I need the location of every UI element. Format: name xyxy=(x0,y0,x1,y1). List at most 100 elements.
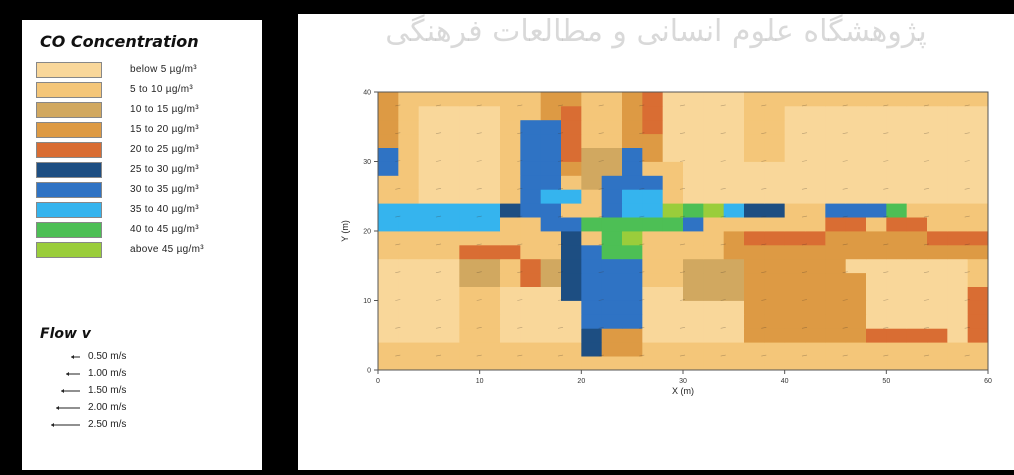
flow-vector xyxy=(964,354,970,357)
heatmap-cell xyxy=(520,203,542,218)
heatmap-cell xyxy=(805,300,826,315)
heatmap-cell xyxy=(723,161,745,176)
flow-vector xyxy=(476,299,482,301)
heatmap-cell xyxy=(561,161,582,176)
heatmap-cell xyxy=(500,258,521,274)
heatmap-cell xyxy=(561,189,582,204)
heatmap-cell xyxy=(540,328,562,343)
heatmap-cell xyxy=(662,244,684,260)
heatmap-cell xyxy=(866,189,887,204)
heatmap-cell xyxy=(683,231,704,246)
heatmap-cell xyxy=(967,272,989,287)
flow-vector xyxy=(883,188,889,190)
heatmap-cell xyxy=(967,133,989,148)
heatmap-cell xyxy=(723,119,745,135)
heatmap-cell xyxy=(866,147,887,162)
heatmap-cell xyxy=(906,147,928,162)
heatmap-cell xyxy=(662,300,684,315)
heatmap-cell xyxy=(703,189,725,204)
heatmap-cell xyxy=(683,328,704,343)
heatmap-cell xyxy=(866,328,887,343)
flow-vector xyxy=(883,299,889,301)
heatmap-cell xyxy=(744,203,765,218)
heatmap-cell xyxy=(866,133,887,148)
flow-vector xyxy=(761,132,767,134)
flow-vector xyxy=(395,354,401,357)
heatmap-cell xyxy=(642,92,664,107)
heatmap-cell xyxy=(866,231,887,246)
flow-vector xyxy=(842,327,848,329)
heatmap-cell xyxy=(825,119,847,135)
heatmap-cell xyxy=(642,203,664,218)
heatmap-cell xyxy=(886,272,908,287)
flow-vector xyxy=(476,188,482,190)
heatmap-cell xyxy=(723,314,745,329)
flow-vector xyxy=(720,132,726,134)
flow-vector xyxy=(964,271,970,273)
heatmap-cell xyxy=(967,189,989,204)
y-tick-label: 30 xyxy=(363,159,371,166)
heatmap-cell xyxy=(601,105,623,121)
flow-vector xyxy=(557,188,564,190)
heatmap-cell xyxy=(683,300,704,315)
flow-vector xyxy=(557,104,564,107)
heatmap-cell xyxy=(459,286,481,301)
heatmap-cell xyxy=(622,119,643,135)
flow-vector xyxy=(435,215,442,218)
flow-legend-entry: 2.00 m/s xyxy=(44,401,254,417)
heatmap-cell xyxy=(439,314,460,329)
heatmap-cell xyxy=(642,258,664,274)
flow-vector xyxy=(883,271,889,273)
heatmap-cell xyxy=(439,147,460,162)
heatmap-cell xyxy=(439,328,460,343)
flow-vector xyxy=(761,104,767,107)
flow-legend-label: 1.00 m/s xyxy=(88,368,127,379)
heatmap-cell xyxy=(683,342,704,357)
flow-vector xyxy=(923,104,930,107)
heatmap-cell xyxy=(540,161,562,176)
heatmap-cell xyxy=(866,203,887,218)
heatmap-cell xyxy=(662,175,684,190)
heatmap-cell xyxy=(642,189,664,204)
heatmap-cell xyxy=(947,217,969,232)
flow-vector xyxy=(476,215,482,218)
heatmap-cell xyxy=(459,231,481,246)
heatmap-cell xyxy=(866,300,887,315)
heatmap-cell xyxy=(500,203,521,218)
heatmap-cell xyxy=(500,119,521,135)
heatmap-cell xyxy=(703,175,725,190)
heatmap-cell xyxy=(927,175,948,190)
heatmap-cell xyxy=(947,272,969,287)
heatmap-cell xyxy=(744,314,765,329)
heatmap-cell xyxy=(906,217,928,232)
heatmap-cell xyxy=(967,286,989,301)
heatmap-cell xyxy=(642,356,664,371)
flow-vector xyxy=(598,354,604,357)
legend-entry-label: 5 to 10 µg/m³ xyxy=(130,84,194,95)
heatmap-cell xyxy=(540,300,562,315)
y-tick-label: 0 xyxy=(367,368,371,375)
heatmap-cell xyxy=(805,258,826,274)
heatmap-cell xyxy=(418,356,440,371)
heatmap-cell xyxy=(886,286,908,301)
heatmap-cell xyxy=(418,203,440,218)
flow-vector xyxy=(598,299,604,301)
flow-vector xyxy=(557,271,564,273)
heatmap-cell xyxy=(500,286,521,301)
heatmap-cell xyxy=(967,328,989,343)
heatmap-cell xyxy=(723,189,745,204)
heatmap-cell xyxy=(418,147,440,162)
heatmap-cell xyxy=(723,342,745,357)
heatmap-cell xyxy=(744,147,765,162)
heatmap-cell xyxy=(601,189,623,204)
flow-vector xyxy=(883,104,889,107)
flow-vector xyxy=(842,243,848,246)
heatmap-cell xyxy=(500,314,521,329)
heatmap-cell xyxy=(561,244,582,260)
heatmap-cell xyxy=(886,175,908,190)
heatmap-cell xyxy=(479,342,501,357)
flow-vector xyxy=(517,215,523,218)
heatmap-cell xyxy=(561,231,582,246)
heatmap-cell xyxy=(967,231,989,246)
heatmap-cell xyxy=(398,300,420,315)
